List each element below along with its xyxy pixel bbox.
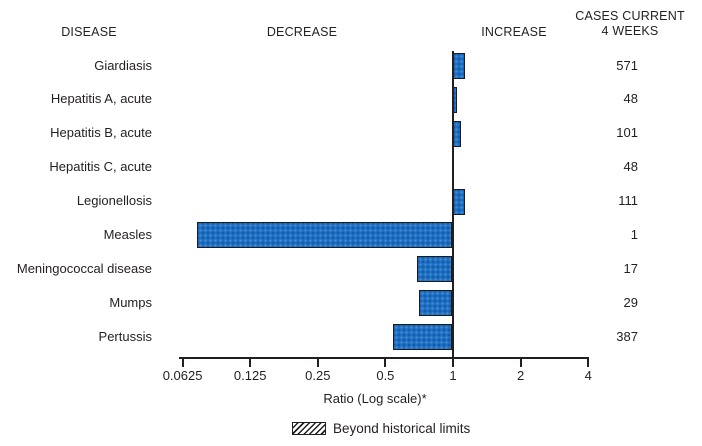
x-axis-tick-label: 0.125 — [233, 368, 267, 383]
ratio-bar — [416, 256, 453, 283]
x-axis-tick — [519, 357, 522, 367]
disease-label: Hepatitis C, acute — [49, 159, 152, 175]
x-axis-tick — [181, 357, 184, 367]
legend: Beyond historical limits — [292, 421, 470, 436]
x-axis-tick — [384, 357, 387, 367]
cases-value: 571 — [616, 57, 638, 73]
x-axis-tick-label: 4 — [584, 368, 592, 383]
disease-label: Giardiasis — [94, 57, 152, 73]
disease-label: Meningococcal disease — [16, 260, 152, 276]
column-header-cases-line1: CASES CURRENT — [575, 9, 685, 23]
column-header-cases: CASES CURRENT 4 WEEKS — [565, 9, 695, 39]
ratio-bar — [197, 222, 453, 249]
disease-label: Measles — [103, 227, 152, 242]
x-axis-tick — [249, 357, 252, 367]
x-axis-label: Ratio (Log scale)* — [323, 391, 427, 406]
disease-label: Hepatitis A, acute — [50, 91, 152, 107]
ratio-bar — [419, 290, 453, 317]
cases-value: 48 — [623, 159, 638, 175]
cases-value: 101 — [616, 125, 638, 141]
ratio-bar — [452, 52, 466, 79]
x-axis-tick — [316, 357, 319, 367]
disease-label: Legionellosis — [76, 193, 152, 209]
disease-label: Hepatitis B, acute — [50, 125, 152, 141]
cases-value: 111 — [618, 193, 638, 209]
x-axis — [178, 357, 589, 360]
x-axis-tick — [587, 357, 590, 367]
column-header-increase: INCREASE — [481, 25, 547, 39]
cases-value: 17 — [623, 260, 638, 276]
cases-value: 29 — [623, 294, 638, 310]
column-header-cases-line2: 4 WEEKS — [601, 24, 659, 38]
disease-label: Mumps — [109, 294, 152, 310]
x-axis-tick-label: 0.25 — [305, 368, 331, 383]
ratio-baseline — [451, 51, 455, 366]
legend-label: Beyond historical limits — [333, 421, 471, 436]
legend-hatch-swatch — [292, 422, 326, 435]
x-axis-tick-label: 2 — [516, 368, 525, 383]
ratio-bar — [393, 324, 453, 351]
cases-value: 1 — [630, 227, 638, 242]
ratio-bar — [452, 188, 466, 215]
column-header-decrease: DECREASE — [266, 25, 338, 39]
cases-value: 387 — [616, 328, 638, 344]
cases-value: 48 — [623, 91, 638, 107]
column-header-disease: DISEASE — [61, 25, 117, 39]
x-axis-tick-label: 0.5 — [376, 368, 395, 383]
x-axis-tick-label: 1 — [449, 368, 457, 383]
x-axis-tick-label: 0.0625 — [162, 368, 203, 383]
disease-label: Pertussis — [98, 328, 152, 344]
